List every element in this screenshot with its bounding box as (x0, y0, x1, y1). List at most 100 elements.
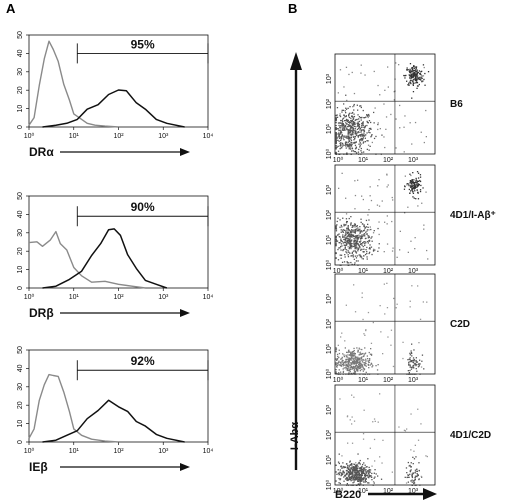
event-dot (337, 472, 340, 474)
event-dot (345, 354, 347, 356)
event-dot (362, 367, 364, 369)
event-dot (335, 122, 337, 124)
event-dot (361, 151, 363, 154)
event-dot (413, 181, 415, 184)
event-dot (353, 123, 355, 125)
event-dot (340, 243, 343, 245)
event-dot (338, 472, 340, 474)
event-dot (413, 65, 415, 67)
event-dot (340, 249, 342, 251)
event-dot (410, 360, 413, 363)
x-axis-label: B220 (335, 489, 361, 501)
event-dot (365, 116, 367, 118)
x-tick-label: 10⁰ (333, 267, 344, 275)
event-dot (350, 352, 352, 354)
event-dot (335, 350, 337, 353)
event-dot (365, 473, 367, 475)
event-dot (362, 223, 364, 225)
event-dot (369, 186, 371, 188)
event-dot (359, 477, 361, 479)
event-dot (361, 348, 363, 351)
event-dot (384, 146, 386, 149)
event-dot (411, 366, 413, 369)
event-dot (335, 128, 337, 131)
event-dot (378, 205, 381, 207)
event-dot (349, 112, 351, 114)
event-dot (410, 413, 412, 415)
event-dot (399, 230, 401, 232)
event-dot (356, 230, 359, 232)
event-dot (414, 472, 416, 474)
event-dot (350, 126, 352, 128)
event-dot (372, 481, 375, 483)
event-dot (348, 262, 350, 264)
event-dot (395, 147, 397, 149)
event-dot (342, 471, 344, 473)
event-dot (359, 474, 361, 476)
y-tick-label: 40 (17, 49, 24, 57)
event-dot (360, 221, 362, 223)
x-axis-label: DRα (29, 145, 54, 159)
event-dot (395, 62, 397, 64)
event-dot (364, 243, 366, 245)
event-dot (351, 245, 353, 247)
event-dot (418, 70, 421, 72)
event-dot (373, 111, 375, 114)
event-dot (349, 234, 351, 236)
y-tick-label: 10³ (326, 73, 333, 84)
event-dot (335, 227, 337, 229)
event-dot (335, 152, 337, 154)
series-line-gray (28, 373, 119, 443)
event-dot (420, 366, 423, 368)
event-dot (408, 363, 410, 365)
event-dot (352, 360, 354, 362)
event-dot (368, 239, 371, 241)
event-dot (355, 146, 357, 148)
event-dot (367, 358, 369, 360)
event-dot (374, 469, 376, 471)
event-dot (372, 421, 374, 423)
event-dot (345, 477, 347, 479)
y-tick-label: 0 (17, 125, 24, 129)
event-dot (365, 472, 367, 474)
event-dot (346, 252, 348, 254)
y-tick-label: 10² (326, 98, 333, 109)
event-dot (348, 234, 350, 236)
event-dot (359, 228, 361, 230)
event-dot (345, 240, 347, 242)
event-dot (410, 190, 412, 192)
event-dot (414, 186, 417, 188)
event-dot (354, 148, 357, 150)
event-dot (357, 367, 359, 369)
event-dot (369, 471, 371, 473)
event-dot (360, 117, 363, 119)
event-dot (353, 466, 355, 468)
event-dot (362, 135, 364, 137)
event-dot (366, 233, 368, 235)
event-dot (415, 70, 417, 73)
event-dot (344, 247, 346, 249)
event-dot (348, 135, 350, 137)
event-dot (383, 283, 385, 285)
event-dot (356, 118, 358, 121)
event-dot (357, 250, 359, 252)
event-dot (355, 464, 358, 466)
event-dot (410, 82, 412, 85)
event-dot (362, 370, 364, 372)
event-dot (342, 121, 344, 123)
event-dot (335, 364, 337, 366)
event-dot (412, 359, 414, 362)
event-dot (409, 173, 411, 175)
event-dot (386, 174, 388, 176)
event-dot (342, 242, 344, 244)
event-dot (398, 426, 400, 428)
event-dot (362, 438, 365, 440)
event-dot (352, 478, 354, 480)
x-tick-label: 10³ (408, 377, 419, 384)
event-dot (411, 479, 413, 481)
event-dot (352, 117, 355, 119)
event-dot (378, 221, 380, 223)
event-dot (347, 360, 350, 362)
event-dot (358, 347, 360, 349)
event-dot (348, 140, 350, 142)
